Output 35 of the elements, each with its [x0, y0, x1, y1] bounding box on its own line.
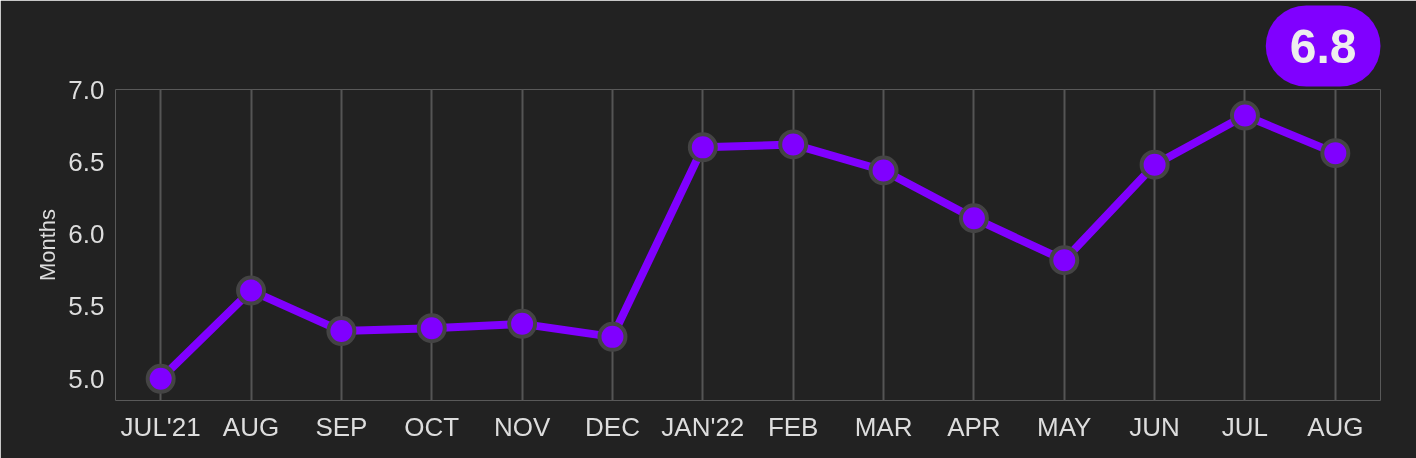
y-tick-label: 5.0 [68, 363, 105, 394]
x-tick-label: JUL [1221, 411, 1269, 442]
x-tick-label: APR [947, 411, 1001, 442]
point [958, 203, 989, 234]
x-tick-label: AUG [222, 411, 280, 442]
y-tick-label: 6.0 [68, 219, 105, 250]
x-tick-label: OCT [404, 411, 460, 442]
point [778, 129, 809, 160]
point [597, 321, 628, 352]
y-axis-title: Months [35, 208, 61, 282]
point [1139, 149, 1170, 180]
point [145, 363, 176, 394]
point [1049, 245, 1080, 276]
x-tick-label: AUG [1307, 411, 1364, 442]
x-tick-label: DEC [585, 411, 640, 442]
y-tick-label: 7.0 [68, 74, 105, 105]
x-tick-label: SEP [315, 411, 368, 442]
x-tick-label: JUL'21 [120, 411, 201, 442]
point [236, 275, 267, 306]
point [326, 316, 357, 347]
y-tick-label: 6.5 [68, 146, 105, 177]
point [687, 132, 718, 163]
point [416, 313, 447, 344]
point [507, 308, 538, 339]
point [1320, 138, 1351, 169]
x-tick-label: FEB [767, 411, 819, 442]
point [868, 155, 899, 186]
x-tick-label: JAN'22 [661, 411, 745, 442]
point [1229, 100, 1260, 131]
y-tick-label: 5.5 [68, 291, 105, 322]
x-tick-label: MAY [1037, 411, 1092, 442]
text: 6.8 [1289, 19, 1357, 73]
x-tick-label: MAR [854, 411, 913, 442]
x-tick-label: NOV [493, 411, 551, 442]
x-tick-label: JUN [1129, 411, 1180, 442]
